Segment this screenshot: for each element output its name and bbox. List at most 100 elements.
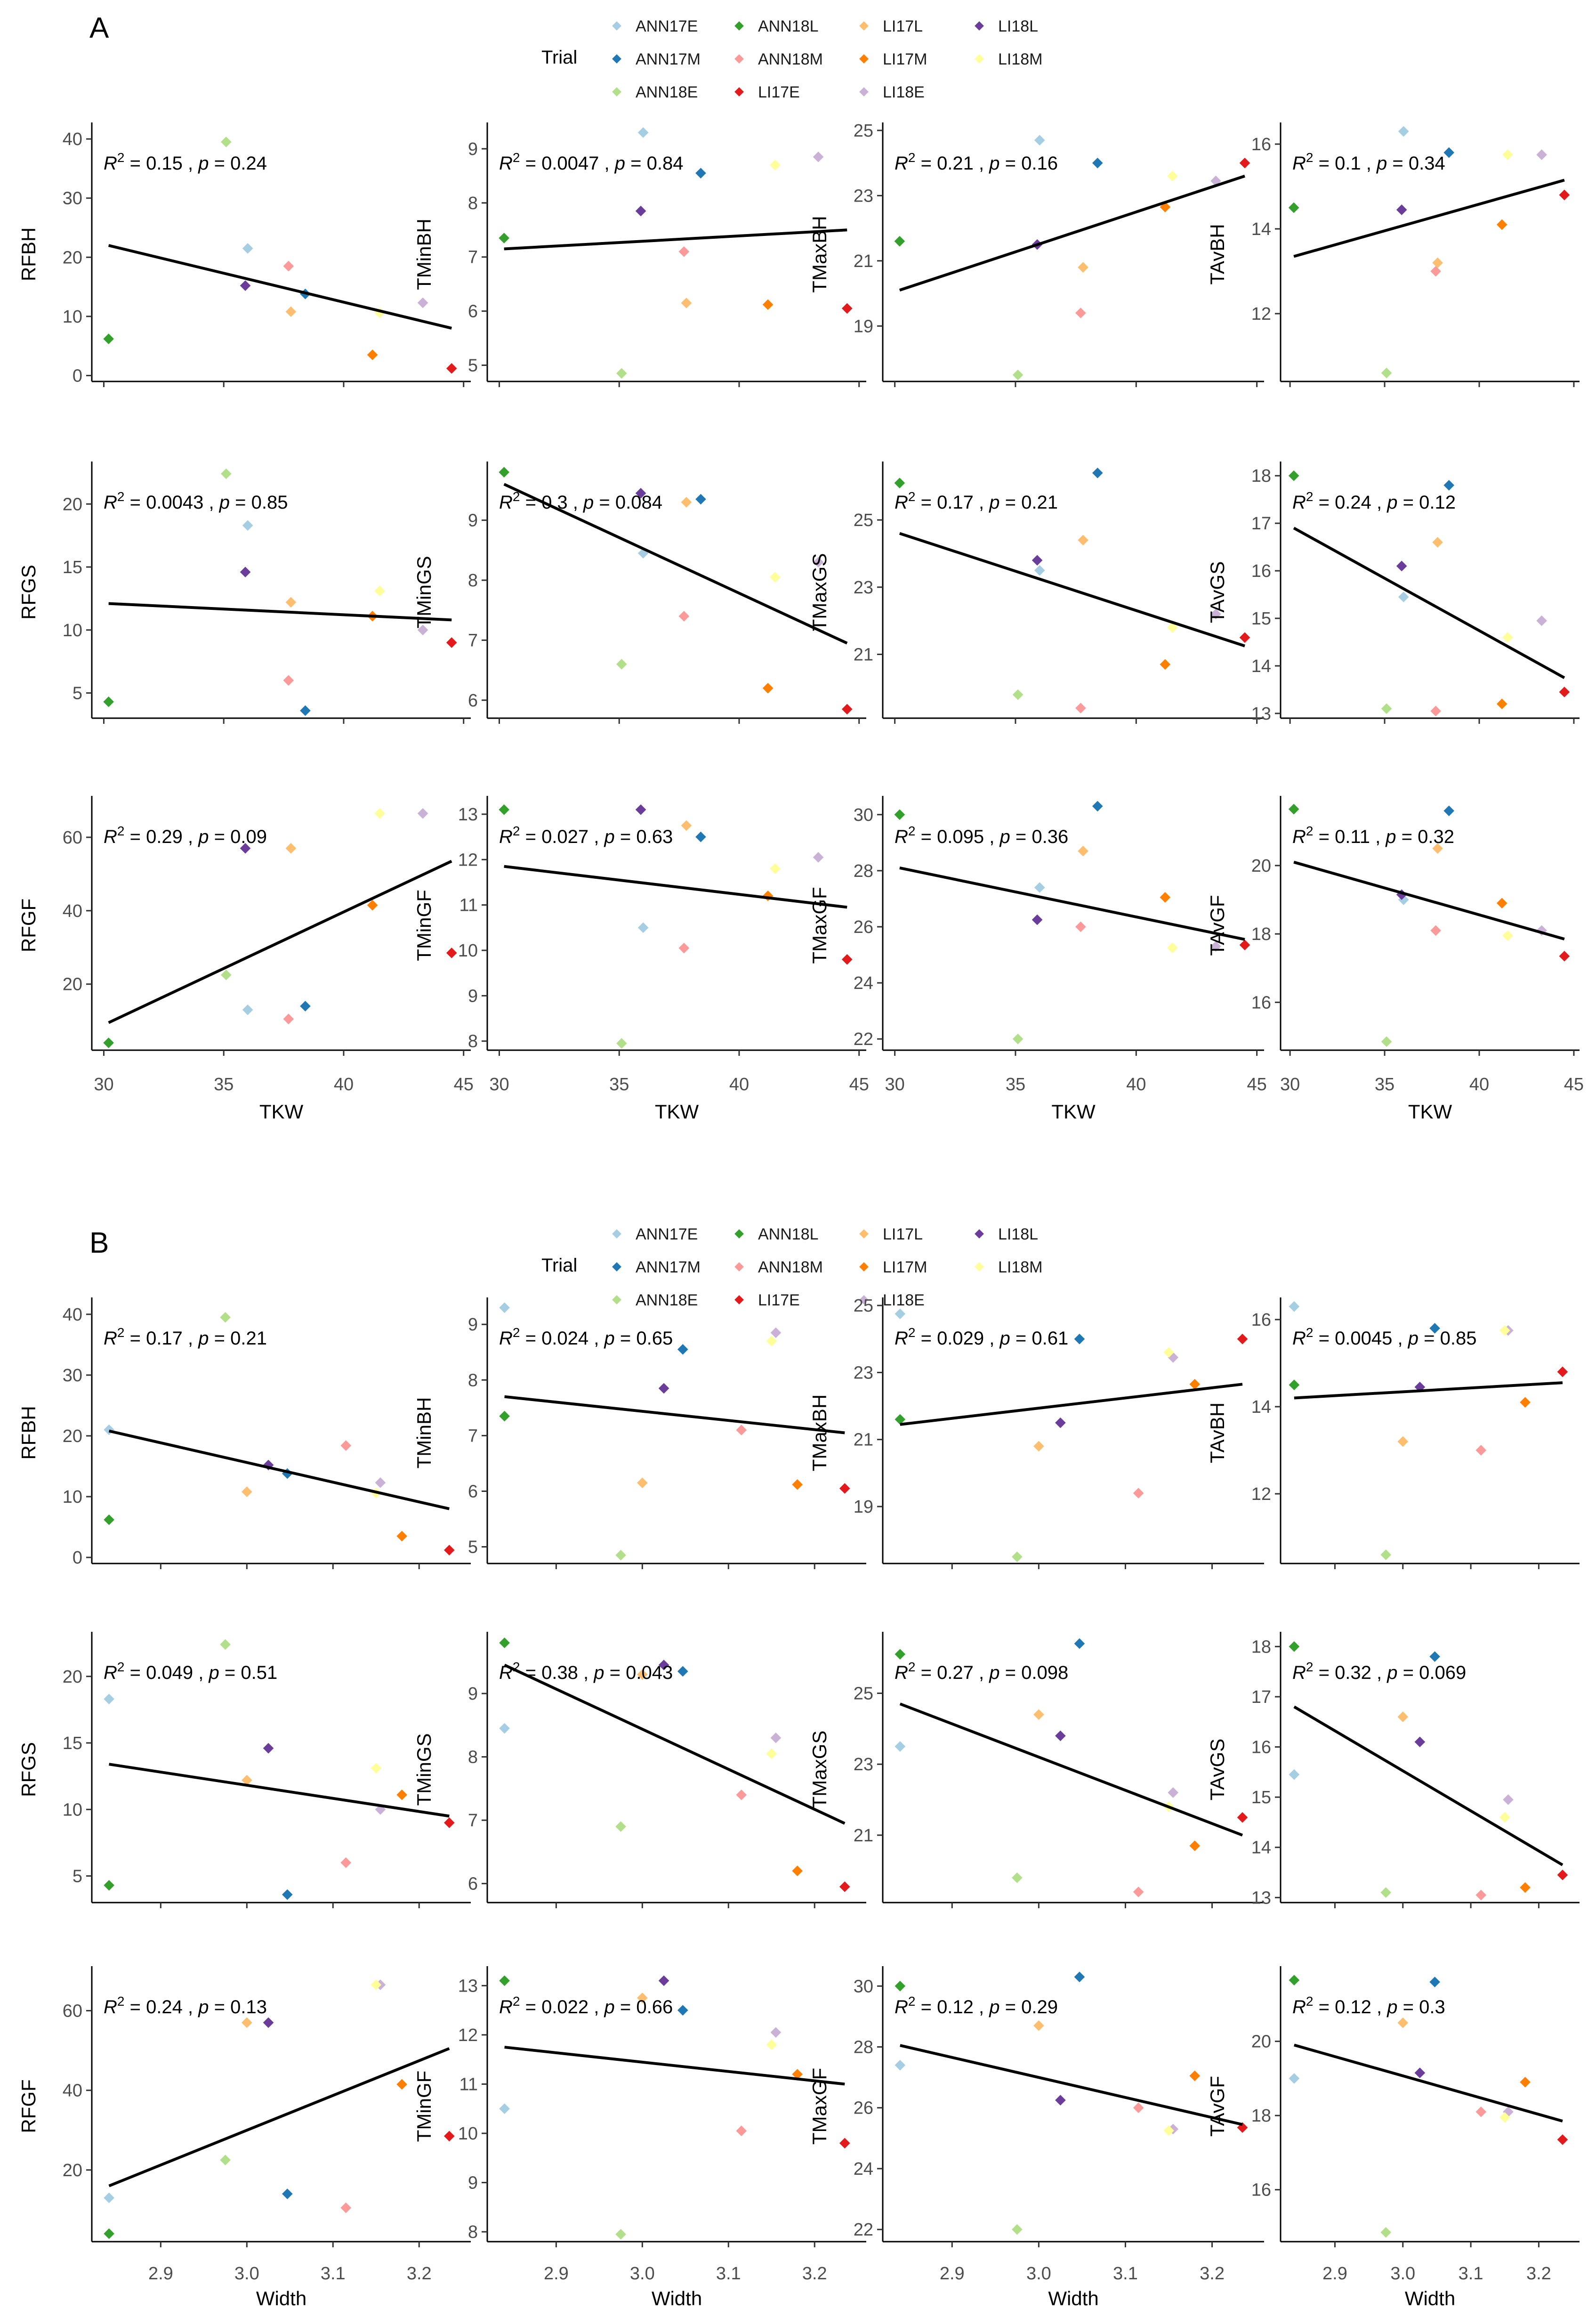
panel-b-tmaxgf: 22 24 26 28 30 2.9 3.0 3.1 3.2 Width TMaxGF R2 = 0.… bbox=[808, 1966, 1264, 2309]
p-value: 0.65 bbox=[636, 1328, 673, 1349]
regression-annotation: R2 = 0.0045 , p = 0.85 bbox=[1292, 1325, 1476, 1349]
point-ann17e bbox=[1289, 1301, 1300, 1312]
legend-marker bbox=[859, 21, 869, 31]
point-ann18l bbox=[1289, 1379, 1300, 1391]
panel-a-tmaxgs: 21 23 25 TMaxGS R2 = 0.17 , p = 0.21 bbox=[808, 462, 1264, 724]
y-tick-label: 25 bbox=[854, 1296, 873, 1316]
point-li18l bbox=[240, 843, 251, 854]
x-tick-label: 45 bbox=[454, 1075, 474, 1094]
regression-annotation: R2 = 0.12 , p = 0.29 bbox=[895, 1994, 1058, 2017]
point-ann17m bbox=[677, 1666, 688, 1677]
r2-value: 0.15 bbox=[146, 153, 183, 174]
point-ann18m bbox=[1133, 2102, 1144, 2114]
point-ann18l bbox=[894, 809, 905, 820]
legend-label: ANN18M bbox=[758, 1258, 823, 1276]
x-tick-label: 3.1 bbox=[716, 2264, 741, 2284]
y-tick-label: 16 bbox=[1251, 993, 1271, 1013]
legend-label: ANN17E bbox=[636, 1225, 698, 1243]
regression-line bbox=[900, 1383, 1243, 1426]
r2-value: 0.12 bbox=[937, 1997, 974, 2017]
y-tick-label: 9 bbox=[468, 986, 478, 1006]
y-tick-label: 11 bbox=[459, 896, 478, 915]
panel-a-tavgs: 13 14 15 16 17 18 TAvGS R2 = 0.24 , p = 0.12 bbox=[1206, 462, 1580, 724]
legend-b: Trial ANN17E ANN17M ANN18E ANN18L ANN18M LI17E… bbox=[541, 1225, 1043, 1309]
x-tick-label: 40 bbox=[1126, 1075, 1146, 1094]
y-tick-label: 20 bbox=[63, 248, 82, 267]
legend-marker bbox=[859, 1229, 869, 1239]
regression-annotation: R2 = 0.027 , p = 0.63 bbox=[499, 824, 673, 847]
point-li17m bbox=[396, 1531, 407, 1542]
x-tick-label: 3.0 bbox=[234, 2264, 259, 2284]
legend-label: LI18L bbox=[998, 17, 1038, 35]
regression-annotation: R2 = 0.029 , p = 0.61 bbox=[895, 1325, 1068, 1349]
point-ann17e bbox=[242, 1004, 253, 1015]
y-tick-label: 30 bbox=[854, 805, 873, 825]
point-li18l bbox=[1396, 560, 1407, 572]
regression-annotation: R2 = 0.1 , p = 0.34 bbox=[1292, 150, 1445, 174]
y-axis-title: RFGF bbox=[17, 899, 40, 952]
y-axis-title: TAvGF bbox=[1206, 895, 1228, 956]
point-ann18m bbox=[1475, 1889, 1487, 1901]
point-li17e bbox=[1557, 2134, 1568, 2145]
legend-marker bbox=[734, 1262, 744, 1272]
point-li18m bbox=[1502, 149, 1513, 160]
point-ann17m bbox=[1074, 1971, 1085, 1983]
point-ann17e bbox=[1398, 126, 1409, 137]
point-li17l bbox=[1033, 2020, 1044, 2031]
point-ann17e bbox=[104, 1693, 114, 1705]
point-li18m bbox=[770, 160, 781, 170]
panel-a-rfgs: 5 10 15 20 RFGS R2 = 0.0043 , p = 0.85 bbox=[17, 462, 471, 724]
legend-marker bbox=[734, 21, 744, 31]
y-tick-label: 20 bbox=[63, 2161, 82, 2180]
point-ann18e bbox=[220, 2155, 231, 2165]
point-li18m bbox=[374, 585, 385, 597]
legend-marker bbox=[612, 1295, 621, 1304]
y-tick-label: 26 bbox=[854, 917, 873, 937]
point-ann18l bbox=[499, 804, 509, 815]
y-axis-title: TMaxGF bbox=[808, 887, 830, 964]
point-li18m bbox=[1502, 632, 1513, 643]
y-tick-label: 16 bbox=[1251, 135, 1271, 154]
point-li18m bbox=[1163, 1347, 1174, 1358]
panel-b-tminbh: 5 6 7 8 9 TMinBH R2 = 0.024 , p = 0.65 bbox=[413, 1297, 866, 1569]
r2-value: 0.1 bbox=[1335, 153, 1361, 174]
legend-marker bbox=[975, 1262, 984, 1272]
y-tick-label: 14 bbox=[1251, 219, 1271, 239]
point-li17e bbox=[841, 303, 853, 314]
regression-line bbox=[108, 2047, 450, 2187]
point-ann18l bbox=[499, 1975, 510, 1986]
y-tick-label: 13 bbox=[458, 805, 478, 825]
point-ann17e bbox=[499, 2103, 510, 2114]
point-ann17m bbox=[677, 1344, 688, 1355]
point-ann17m bbox=[1092, 467, 1103, 478]
point-ann17e bbox=[1289, 2073, 1300, 2084]
point-ann17e bbox=[1289, 1769, 1300, 1780]
regression-annotation: R2 = 0.21 , p = 0.16 bbox=[895, 150, 1058, 174]
legend-label: LI17L bbox=[883, 1225, 923, 1243]
regression-line bbox=[1294, 1381, 1563, 1400]
legend-marker bbox=[859, 87, 869, 97]
p-value: 0.85 bbox=[1440, 1328, 1477, 1349]
point-ann18l bbox=[499, 1410, 510, 1422]
point-li17e bbox=[446, 948, 457, 958]
point-li18m bbox=[371, 1979, 382, 1990]
legend-marker bbox=[734, 87, 744, 97]
regression-line bbox=[504, 1395, 845, 1434]
y-tick-label: 13 bbox=[458, 1976, 478, 1996]
point-ann18e bbox=[616, 1038, 627, 1049]
x-tick-label: 40 bbox=[729, 1075, 749, 1094]
point-li17m bbox=[367, 899, 378, 911]
p-value: 0.098 bbox=[1021, 1662, 1068, 1683]
x-tick-label: 3.1 bbox=[321, 2264, 346, 2284]
y-tick-label: 16 bbox=[1251, 1738, 1271, 1758]
panel-letter-b: B bbox=[89, 1227, 109, 1259]
point-ann17m bbox=[300, 1001, 311, 1012]
legend-item-ann18e: ANN18E bbox=[612, 83, 698, 101]
y-tick-label: 21 bbox=[854, 251, 873, 271]
x-tick-label: 3.1 bbox=[1113, 2264, 1138, 2284]
legend-marker bbox=[859, 1262, 869, 1272]
y-tick-label: 26 bbox=[854, 2098, 873, 2118]
point-ann18e bbox=[616, 659, 627, 670]
regression-line bbox=[108, 1429, 450, 1510]
y-tick-label: 20 bbox=[1251, 2032, 1271, 2052]
